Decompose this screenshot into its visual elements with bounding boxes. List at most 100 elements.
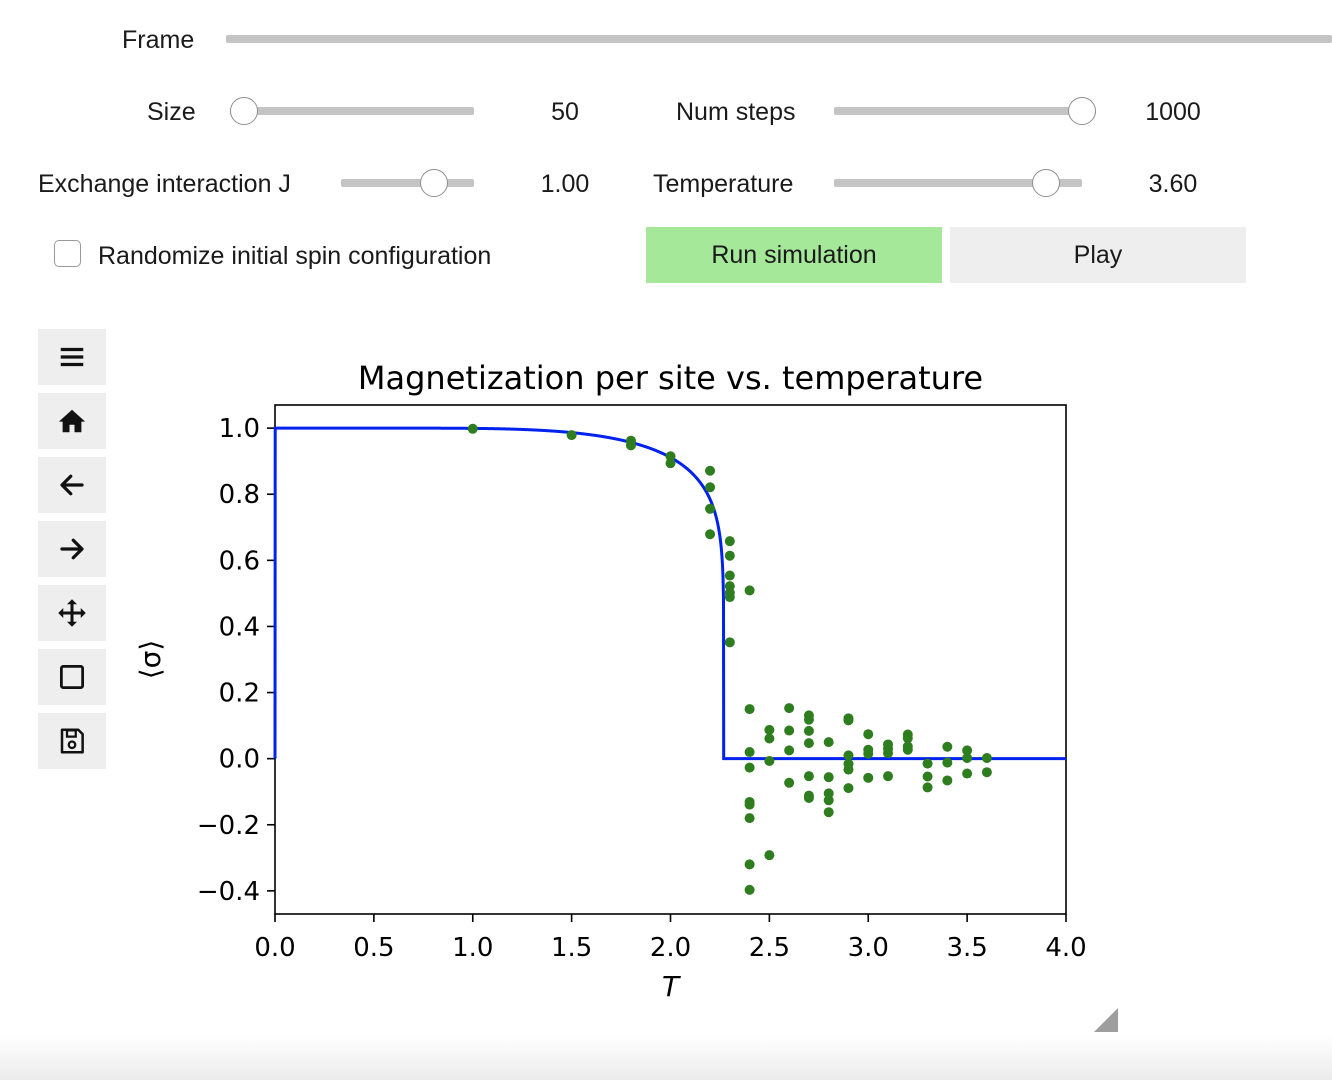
data-point — [863, 729, 874, 740]
plot-frame — [274, 404, 1067, 915]
x-tick-label: 1.0 — [452, 933, 493, 963]
data-point — [863, 772, 874, 783]
data-point — [803, 738, 814, 749]
data-point — [784, 703, 795, 714]
y-tick-label: 0.0 — [219, 745, 260, 775]
data-point — [467, 423, 478, 434]
data-point — [942, 775, 953, 786]
data-point — [863, 748, 874, 759]
data-point — [942, 757, 953, 768]
y-tick-label: 0.6 — [219, 546, 260, 576]
data-point — [784, 745, 795, 756]
data-point — [883, 771, 894, 782]
data-point — [784, 777, 795, 788]
x-tick-label: 2.5 — [749, 933, 790, 963]
data-point — [922, 771, 933, 782]
data-point — [744, 799, 755, 810]
data-point — [803, 771, 814, 782]
x-tick-label: 4.0 — [1045, 933, 1086, 963]
data-point — [803, 725, 814, 736]
data-point — [784, 725, 795, 736]
data-point — [665, 451, 676, 462]
data-point — [705, 529, 716, 540]
data-point — [803, 792, 814, 803]
data-point — [705, 503, 716, 514]
data-point — [744, 747, 755, 758]
size-slider-handle[interactable] — [230, 97, 258, 125]
zoom-button[interactable] — [38, 649, 106, 705]
data-point — [764, 733, 775, 744]
frame-label: Frame — [122, 26, 195, 54]
zoom-rect-icon — [60, 665, 84, 689]
size-value: 50 — [551, 98, 579, 126]
data-point — [823, 772, 834, 783]
pan-button[interactable] — [38, 585, 106, 641]
forward-arrow-icon — [60, 538, 84, 560]
randomize-label: Randomize initial spin configuration — [98, 242, 492, 270]
x-tick-label: 2.0 — [650, 933, 691, 963]
data-point — [744, 704, 755, 715]
data-point — [705, 465, 716, 476]
data-point — [566, 430, 577, 441]
data-point — [843, 715, 854, 726]
data-point — [764, 724, 775, 735]
randomize-checkbox[interactable] — [54, 240, 81, 267]
size-slider[interactable] — [230, 107, 474, 115]
data-point — [902, 744, 913, 755]
y-tick-label: 1.0 — [219, 414, 260, 444]
data-point — [724, 536, 735, 547]
x-tick-label: 0.5 — [353, 933, 394, 963]
data-point — [803, 714, 814, 725]
exchange-label: Exchange interaction J — [38, 170, 291, 198]
back-arrow-icon — [60, 474, 84, 496]
exchange-slider[interactable] — [341, 179, 474, 187]
y-tick-label: −0.2 — [197, 811, 260, 841]
data-point — [744, 884, 755, 895]
data-point — [942, 741, 953, 752]
play-button[interactable]: Play — [950, 227, 1246, 283]
exchange-value: 1.00 — [540, 170, 590, 198]
data-point — [705, 482, 716, 493]
temperature-slider-handle[interactable] — [1032, 169, 1060, 197]
forward-button[interactable] — [38, 521, 106, 577]
num-steps-slider[interactable] — [834, 107, 1096, 115]
data-point — [981, 767, 992, 778]
data-point — [823, 807, 834, 818]
data-point — [962, 745, 973, 756]
save-icon — [60, 728, 84, 754]
save-button[interactable] — [38, 713, 106, 769]
data-point — [724, 570, 735, 581]
run-simulation-button[interactable]: Run simulation — [646, 227, 942, 283]
data-point — [843, 783, 854, 794]
data-point — [764, 850, 775, 861]
num-steps-value: 1000 — [1145, 98, 1201, 126]
exchange-slider-handle[interactable] — [419, 169, 448, 197]
data-point — [744, 762, 755, 773]
menu-button[interactable] — [38, 329, 106, 385]
home-icon — [58, 409, 86, 433]
frame-slider[interactable] — [226, 35, 1332, 43]
num-steps-label: Num steps — [676, 98, 796, 126]
data-point — [962, 768, 973, 779]
data-point — [744, 585, 755, 596]
data-point — [902, 733, 913, 744]
chart-title: Magnetization per site vs. temperature — [358, 359, 983, 397]
data-point — [625, 440, 636, 451]
x-tick-label: 0.0 — [254, 933, 295, 963]
pan-icon — [58, 599, 86, 627]
data-point — [744, 859, 755, 870]
x-axis-label: T — [662, 970, 681, 1003]
home-button[interactable] — [38, 393, 106, 449]
resize-handle-icon[interactable] — [1094, 1008, 1118, 1032]
y-tick-label: −0.4 — [197, 877, 260, 907]
output-footer — [0, 1035, 1332, 1080]
data-point — [764, 755, 775, 766]
back-button[interactable] — [38, 457, 106, 513]
data-point — [724, 550, 735, 561]
num-steps-slider-handle[interactable] — [1068, 97, 1096, 125]
temperature-value: 3.60 — [1148, 170, 1198, 198]
temperature-label: Temperature — [653, 170, 794, 198]
temperature-slider[interactable] — [834, 179, 1082, 187]
menu-icon — [60, 347, 84, 367]
data-point — [724, 592, 735, 603]
